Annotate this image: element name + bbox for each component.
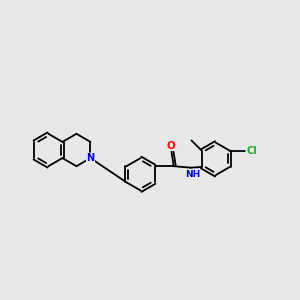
Text: Cl: Cl [246, 146, 257, 156]
Text: N: N [86, 153, 94, 163]
Text: O: O [167, 141, 176, 151]
Text: NH: NH [184, 169, 200, 178]
